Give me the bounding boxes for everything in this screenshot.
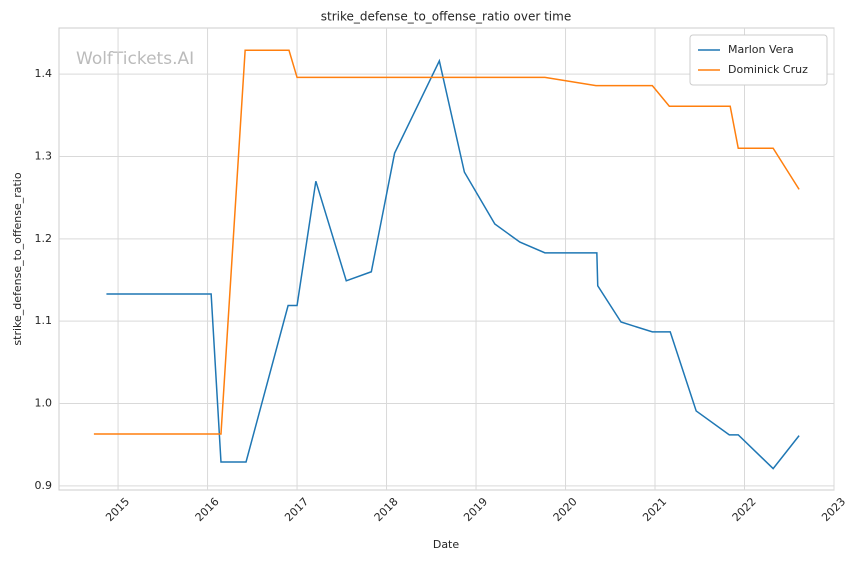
x-tick-label: 2019 [461, 495, 490, 524]
series-line [93, 49, 800, 435]
watermark: WolfTickets.AI [76, 49, 194, 69]
x-axis-label: Date [433, 538, 460, 551]
x-tick-label: 2021 [640, 495, 669, 524]
x-tick-label: 2017 [282, 495, 311, 524]
legend-box [689, 34, 828, 86]
chart-title: strike_defense_to_offense_ratio over tim… [321, 10, 571, 24]
legend-label: Dominick Cruz [728, 63, 808, 76]
x-tick-label: 2022 [730, 495, 759, 524]
legend-label: Marlon Vera [728, 43, 794, 56]
y-tick-label: 1.4 [35, 67, 53, 80]
series-line [106, 58, 800, 470]
y-tick-label: 1.2 [35, 232, 53, 245]
plot-area [58, 27, 835, 491]
x-tick-label: 2016 [193, 495, 222, 524]
y-tick-label: 1.3 [35, 149, 53, 162]
x-tick-label: 2018 [372, 495, 401, 524]
y-tick-label: 0.9 [35, 479, 53, 492]
x-tick-label: 2020 [551, 495, 580, 524]
x-tick-label: 2023 [819, 495, 848, 524]
x-tick-label: 2015 [103, 495, 132, 524]
y-axis-label: strike_defense_to_offense_ratio [11, 172, 24, 345]
y-tick-label: 1.0 [35, 397, 53, 410]
y-tick-label: 1.1 [35, 314, 53, 327]
